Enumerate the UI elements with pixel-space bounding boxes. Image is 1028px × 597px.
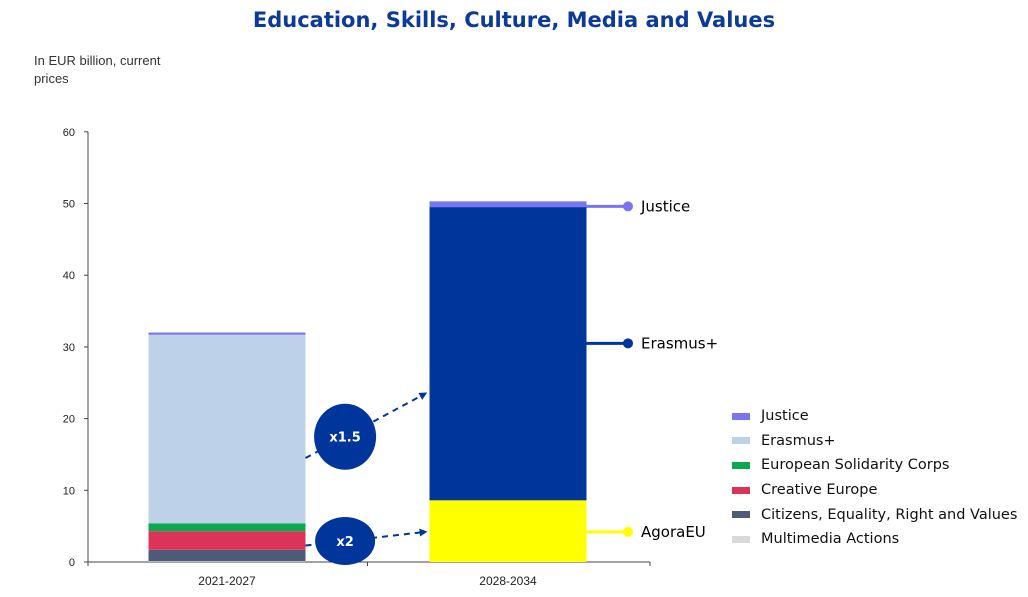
chart-title: Education, Skills, Culture, Media and Va… <box>252 8 776 32</box>
legend-label: Multimedia Actions <box>761 531 900 548</box>
legend-item-creative-europe: Creative Europe <box>732 478 1017 503</box>
legend-item-justice: Justice <box>732 404 1017 429</box>
legend-item-erasmus: Erasmus+ <box>732 429 1017 454</box>
legend-item-multimedia-actions: Multimedia Actions <box>732 527 1017 552</box>
growth-annotations: x1.5 x2 <box>305 392 428 566</box>
legend-swatch <box>732 461 750 469</box>
chart-subtitle: In EUR billion, current prices <box>34 53 161 86</box>
y-tick-label: 40 <box>63 270 75 282</box>
x-axis: 2021-2027 2028-2034 <box>87 561 651 588</box>
bar-segment-european-solidarity-corps-2021-2027 <box>148 523 306 532</box>
legend-swatch <box>732 535 750 543</box>
legend-swatch <box>732 486 750 494</box>
legend-item-citizens-equality-right-and-values: Citizens, Equality, Right and Values <box>732 502 1017 527</box>
callout-label-agoraeu: AgoraEU <box>641 523 706 541</box>
y-tick-label: 0 <box>69 557 75 569</box>
y-axis: 0 10 20 30 40 50 60 <box>63 127 89 569</box>
legend-label: European Solidarity Corps <box>761 457 950 474</box>
legend-swatch <box>732 437 750 445</box>
callout-label-erasmus: Erasmus+ <box>641 334 718 352</box>
bar-stacks <box>148 201 587 562</box>
y-tick-label: 30 <box>63 342 75 354</box>
callout-dot-justice <box>623 201 633 212</box>
bar-segment-creative-europe-2021-2027 <box>148 531 306 550</box>
legend: Justice Erasmus+ European Solidarity Corps… <box>732 404 1017 552</box>
legend-swatch <box>732 412 750 420</box>
growth-bubble-x2 <box>315 517 376 566</box>
legend-label: Citizens, Equality, Right and Values <box>761 506 1018 523</box>
y-tick-label: 60 <box>63 127 75 139</box>
series-callouts: Justice Erasmus+ AgoraEU <box>586 197 718 541</box>
legend-swatch <box>732 511 750 519</box>
bar-segment-agoraeu-2028-2034 <box>429 500 587 562</box>
x-category-label: 2021-2027 <box>198 574 256 588</box>
bar-segment-citizens-equality-right-and-values-2021-2027 <box>148 549 306 562</box>
callout-dot-erasmus <box>623 338 633 349</box>
legend-label: Erasmus+ <box>761 432 836 449</box>
legend-label: Justice <box>761 408 809 425</box>
x-category-label: 2028-2034 <box>479 574 537 588</box>
bar-segment-multimedia-actions-2021-2027 <box>148 561 306 562</box>
growth-label-x1-5: x1.5 <box>329 431 360 446</box>
growth-label-x2: x2 <box>336 535 353 550</box>
callout-label-justice: Justice <box>640 197 690 215</box>
bar-segment-erasmus-2028-2034 <box>429 207 587 501</box>
bar-segment-justice-2028-2034 <box>429 201 587 208</box>
y-tick-label: 50 <box>63 199 75 211</box>
y-tick-label: 20 <box>63 414 75 426</box>
legend-label: Creative Europe <box>761 482 878 499</box>
y-tick-label: 10 <box>63 485 75 497</box>
bar-segment-erasmus-2021-2027 <box>148 334 306 524</box>
legend-item-european-solidarity-corps: European Solidarity Corps <box>732 453 1017 478</box>
bar-segment-justice-2021-2027 <box>148 332 306 335</box>
callout-dot-agoraeu <box>623 526 633 537</box>
growth-bubble-x1-5 <box>314 403 377 470</box>
